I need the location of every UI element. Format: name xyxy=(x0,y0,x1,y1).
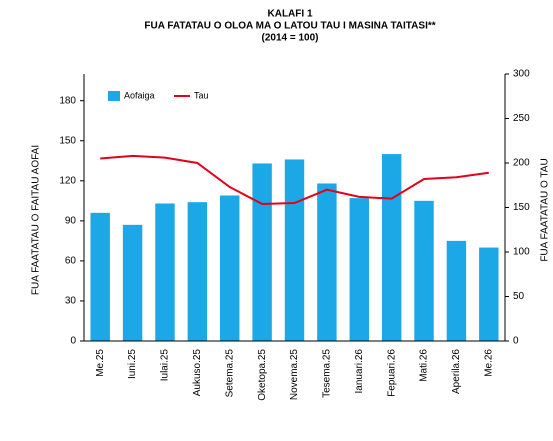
bar xyxy=(90,212,110,341)
legend-label: Tau xyxy=(194,90,209,100)
x-tick-label: Aperila.26 xyxy=(451,349,462,394)
legend-swatch xyxy=(108,91,120,101)
x-tick-label: Novema.25 xyxy=(289,349,300,401)
x-tick-label: Aukuso.25 xyxy=(192,349,203,397)
y-tick-label: 180 xyxy=(59,95,76,106)
y2-tick-label: 200 xyxy=(513,158,530,169)
y-tick-label: 60 xyxy=(65,256,77,267)
y-tick-label: 30 xyxy=(65,296,77,307)
bar xyxy=(381,154,402,341)
y2-tick-label: 100 xyxy=(513,247,530,258)
x-tick-label: Ianuari.26 xyxy=(354,349,365,394)
y2-tick-label: 150 xyxy=(513,202,530,213)
chart-note: (2014 = 100) xyxy=(262,33,319,44)
line xyxy=(100,154,489,205)
y2-tick-label: 300 xyxy=(513,69,530,80)
bar xyxy=(446,240,467,341)
x-tick-label: Iuni.25 xyxy=(127,349,138,379)
bar xyxy=(122,224,143,341)
bar xyxy=(284,159,305,341)
y2-axis-label: FUA FAATATAU O TAU xyxy=(540,158,551,261)
y-tick-label: 150 xyxy=(59,135,76,146)
bar xyxy=(317,183,337,341)
x-tick-label: Iulai.25 xyxy=(160,349,171,382)
y-tick-label: 90 xyxy=(65,215,77,226)
y2-tick-label: 0 xyxy=(513,336,519,347)
y-tick-label: 0 xyxy=(70,336,76,347)
y-tick-label: 120 xyxy=(59,175,76,186)
x-tick-label: Me.26 xyxy=(483,349,494,377)
x-tick-label: Mati.26 xyxy=(419,349,430,382)
bar xyxy=(349,198,369,341)
bar xyxy=(187,202,208,341)
bar xyxy=(414,200,434,341)
x-tick-label: Me.25 xyxy=(95,349,106,377)
bar xyxy=(155,203,175,341)
x-tick-label: Oketopa.25 xyxy=(257,349,268,401)
y-axis-label: FUA FAATATAU O FAITAU AOFAI xyxy=(31,145,42,295)
chart-subtitle: FUA FATATAU O OLOA MA O LATOU TAU I MASI… xyxy=(144,21,435,32)
bar xyxy=(479,247,499,341)
y2-tick-label: 250 xyxy=(513,113,530,124)
legend-label: Aofaiga xyxy=(124,90,155,100)
x-tick-label: Fepuari.26 xyxy=(386,349,397,397)
bar xyxy=(252,163,272,341)
x-tick-label: Setema.25 xyxy=(224,349,235,398)
y2-tick-label: 50 xyxy=(513,291,525,302)
chart-title: KALAFI 1 xyxy=(268,9,313,20)
bar xyxy=(220,195,240,341)
x-tick-label: Tesema.25 xyxy=(322,349,333,398)
